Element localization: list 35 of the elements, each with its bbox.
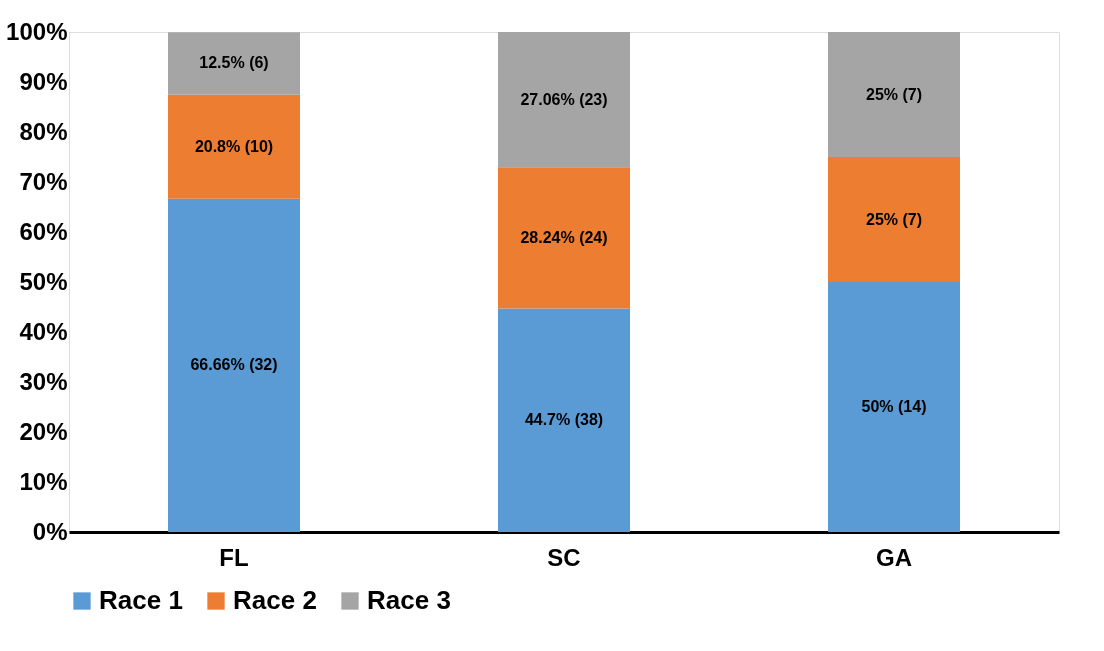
data-label: 20.8% (10) <box>194 137 274 155</box>
y-tick-label: 60% <box>19 217 68 245</box>
x-tick-label: FL <box>219 543 249 571</box>
bar <box>828 32 960 157</box>
x-tick-label: GA <box>876 543 912 571</box>
y-tick-label: 20% <box>19 417 68 445</box>
y-tick-label: 0% <box>32 517 68 545</box>
data-label: 44.7% (38) <box>524 411 604 429</box>
data-label: 66.66% (32) <box>190 356 278 374</box>
bar <box>498 167 630 309</box>
y-tick-label: 70% <box>19 167 68 195</box>
bar <box>828 282 960 532</box>
bar <box>498 308 630 532</box>
y-tick-label: 40% <box>19 317 68 345</box>
legend-label: Race 1 <box>99 585 183 615</box>
y-tick-label: 100% <box>6 17 68 45</box>
data-label: 27.06% (23) <box>520 90 608 108</box>
data-label: 25% (7) <box>865 85 923 103</box>
bar <box>168 94 300 199</box>
y-tick-label: 30% <box>19 367 68 395</box>
data-label: 28.24% (24) <box>520 228 608 246</box>
legend-label: Race 2 <box>233 585 317 615</box>
bar <box>498 32 630 168</box>
bar <box>828 157 960 282</box>
bar <box>168 198 300 532</box>
data-label: 12.5% (6) <box>199 54 269 72</box>
x-tick-label: SC <box>547 543 581 571</box>
legend-label: Race 3 <box>367 585 451 615</box>
y-tick-label: 10% <box>19 467 68 495</box>
y-tick-label: 80% <box>19 117 68 145</box>
data-label: 50% (14) <box>861 398 927 415</box>
data-label: 25% (7) <box>865 210 923 228</box>
y-tick-label: 50% <box>19 267 68 295</box>
y-tick-label: 90% <box>19 67 68 95</box>
bar <box>168 32 300 95</box>
